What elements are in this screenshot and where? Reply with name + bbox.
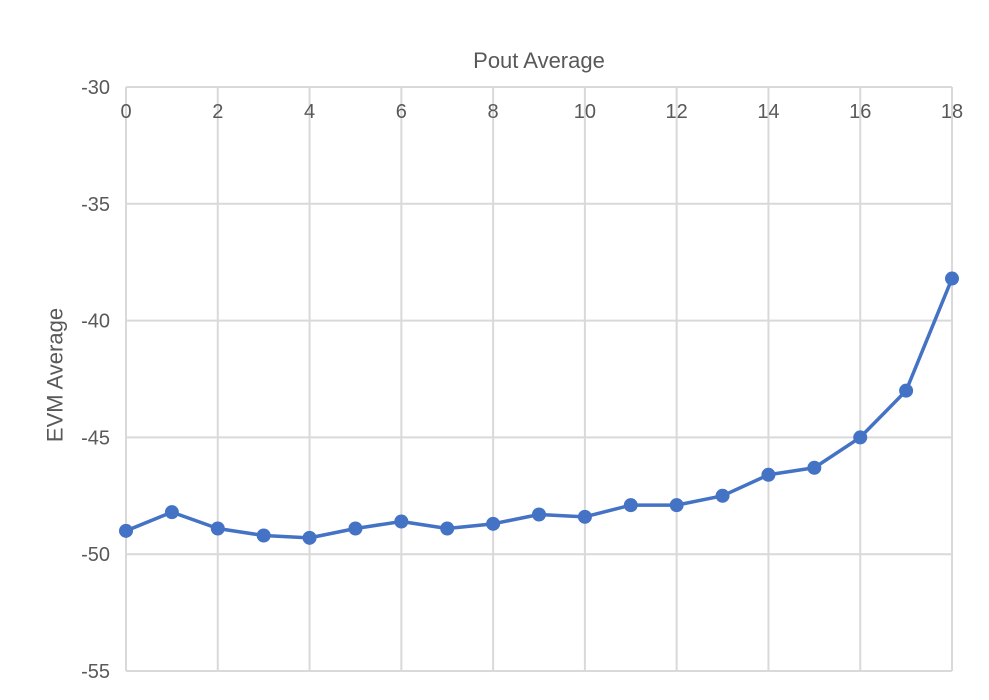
y-tick-label: -55 (81, 661, 110, 683)
data-point (440, 521, 455, 536)
y-axis-title: EVM Average (43, 308, 68, 442)
x-tick-label: 18 (941, 101, 963, 123)
data-point (945, 271, 959, 286)
data-point (899, 383, 914, 398)
y-tick-label: -35 (81, 194, 110, 216)
data-point (119, 523, 133, 538)
data-point (210, 521, 225, 536)
x-axis-title: Pout Average (473, 48, 605, 73)
y-tick-label: -45 (81, 427, 110, 449)
y-tick-labels: -30 -35 -40 -45 -50 -55 (81, 77, 110, 683)
data-point (164, 505, 179, 520)
x-tick-label: 2 (212, 101, 223, 123)
data-point (807, 460, 822, 475)
data-point (623, 498, 638, 513)
data-point (761, 467, 776, 482)
data-point (302, 530, 317, 545)
x-tick-label: 12 (666, 101, 688, 123)
x-tick-label: 8 (488, 101, 499, 123)
y-tick-label: -50 (81, 544, 110, 566)
gridlines (125, 86, 953, 672)
y-tick-label: -40 (81, 311, 110, 333)
data-point (256, 528, 271, 543)
data-point (577, 509, 592, 524)
series-line (125, 277, 954, 540)
data-point (348, 521, 363, 536)
x-tick-label: 6 (396, 101, 407, 123)
x-tick-labels: 0 2 4 6 8 10 12 14 16 18 (120, 101, 963, 123)
data-point (394, 514, 409, 529)
x-tick-label: 16 (849, 101, 871, 123)
data-point (669, 498, 684, 513)
data-point (486, 516, 501, 531)
x-tick-label: 0 (120, 101, 131, 123)
data-point (715, 488, 730, 503)
x-tick-label: 10 (574, 101, 596, 123)
data-point (853, 430, 868, 445)
series-group (119, 271, 959, 545)
x-tick-label: 4 (304, 101, 315, 123)
x-tick-label: 14 (757, 101, 779, 123)
y-tick-label: -30 (81, 77, 110, 99)
data-point (532, 507, 546, 522)
